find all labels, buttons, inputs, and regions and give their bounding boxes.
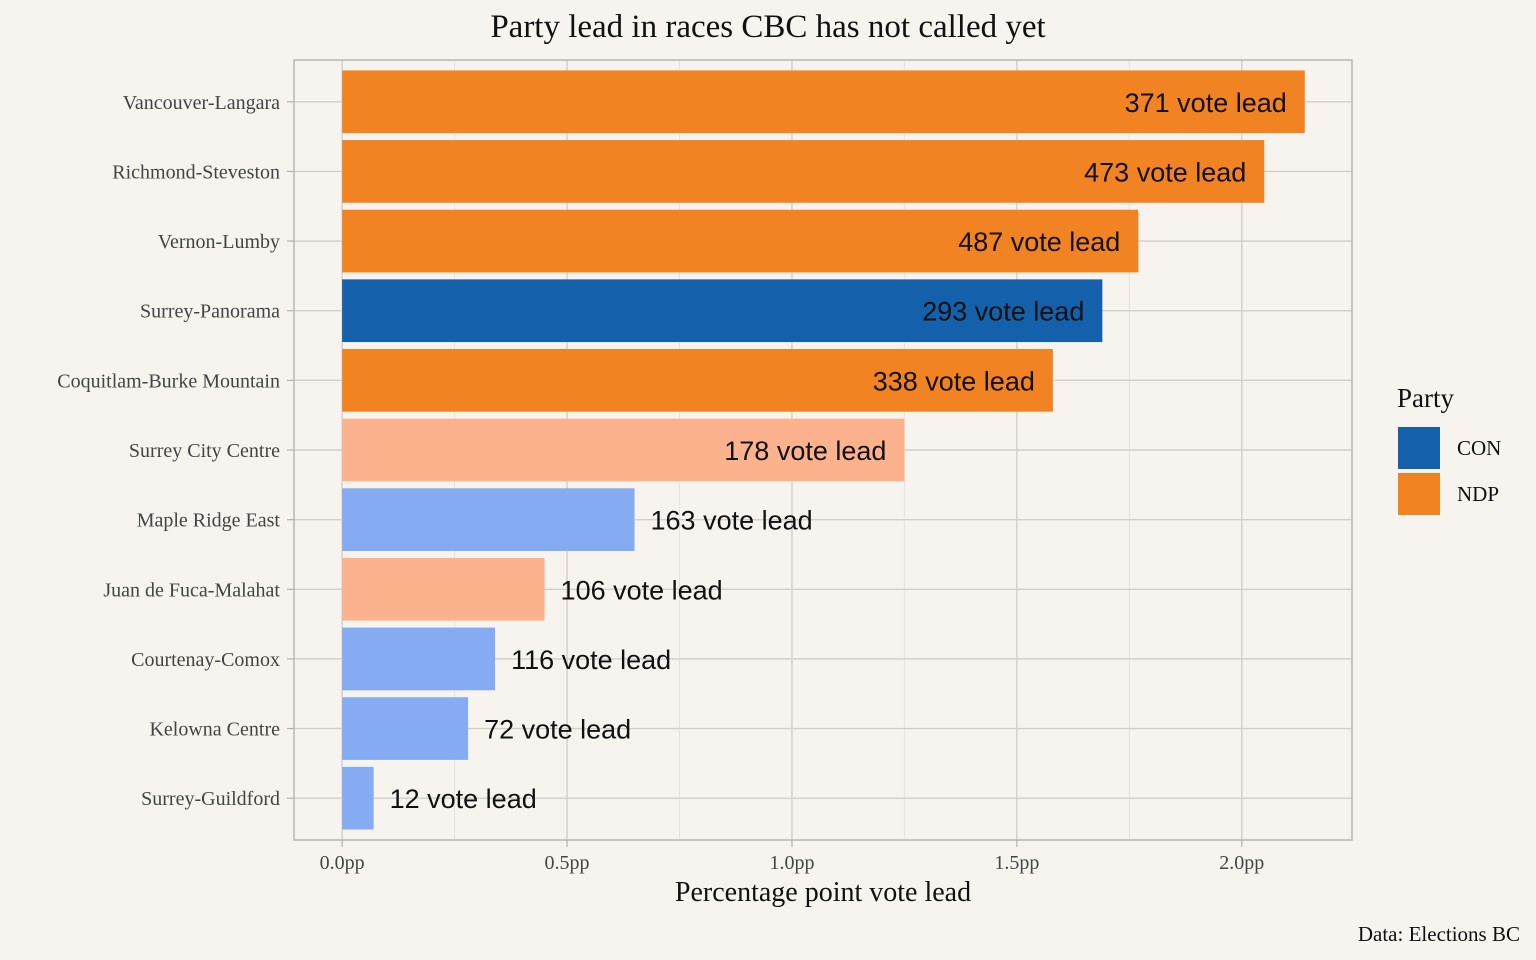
bar-label: 473 vote lead	[1084, 157, 1246, 187]
bar-label: 178 vote lead	[724, 436, 886, 466]
bar	[342, 557, 545, 621]
y-tick-label: Surrey-Guildford	[141, 788, 280, 810]
legend: Party CON NDP	[1397, 383, 1501, 515]
bar	[342, 766, 374, 830]
legend-label: NDP	[1457, 482, 1499, 506]
y-tick-label: Kelowna Centre	[149, 719, 280, 741]
bar	[342, 349, 1053, 412]
bar-label: 487 vote lead	[958, 227, 1120, 257]
x-tick-label: 1.5pp	[994, 852, 1039, 874]
legend-swatch	[1398, 473, 1440, 515]
x-tick-label: 0.5pp	[545, 852, 590, 874]
y-tick-label: Vancouver-Langara	[123, 92, 280, 114]
bar	[342, 418, 905, 482]
legend-title: Party	[1397, 383, 1454, 413]
x-tick-label: 0.0pp	[320, 852, 365, 874]
bar-label: 371 vote lead	[1125, 88, 1287, 118]
bar-label: 72 vote lead	[484, 715, 631, 745]
y-tick-label: Courtenay-Comox	[131, 649, 280, 671]
bar	[342, 279, 1103, 343]
legend-swatch	[1398, 427, 1440, 469]
bar-label: 163 vote lead	[651, 506, 813, 536]
chart-caption: Data: Elections BC	[1358, 922, 1520, 946]
bar-label: 293 vote lead	[922, 297, 1084, 327]
panel-border	[293, 59, 1353, 841]
legend-label: CON	[1457, 436, 1501, 460]
x-tick-label: 2.0pp	[1219, 852, 1264, 874]
y-tick-label: Juan de Fuca-Malahat	[103, 579, 280, 601]
bar	[342, 488, 635, 551]
x-axis-title: Percentage point vote lead	[675, 877, 971, 908]
bar-label: 338 vote lead	[873, 366, 1035, 396]
y-tick-label: Vernon-Lumby	[158, 231, 280, 253]
bar	[342, 697, 469, 760]
y-tick-label: Surrey City Centre	[129, 440, 280, 462]
bar-label: 106 vote lead	[561, 575, 723, 605]
bar	[342, 70, 1305, 134]
bar	[342, 140, 1265, 203]
bar	[342, 209, 1139, 273]
x-tick-label: 1.0pp	[769, 852, 814, 874]
y-tick-label: Surrey-Panorama	[140, 301, 280, 323]
bar-label: 12 vote lead	[390, 784, 537, 814]
y-tick-label: Coquitlam-Burke Mountain	[57, 370, 280, 392]
chart-title: Party lead in races CBC has not called y…	[490, 9, 1045, 45]
bar	[342, 627, 496, 691]
plot-area: 371 vote lead Vancouver-Langara 473 vote l…	[57, 59, 1353, 874]
bar-label: 116 vote lead	[511, 645, 671, 675]
y-tick-label: Richmond-Steveston	[112, 161, 280, 183]
y-tick-label: Maple Ridge East	[137, 510, 281, 532]
